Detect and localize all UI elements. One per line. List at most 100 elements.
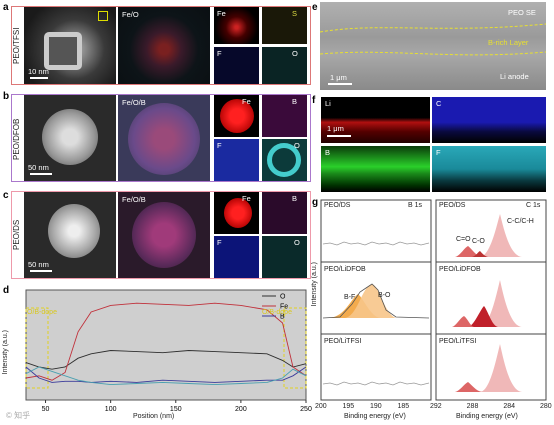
- map-label-b: Fe/O/B: [122, 98, 146, 107]
- label-c-o: C-O: [472, 238, 485, 245]
- x-tick-label: 288: [466, 403, 479, 410]
- annot-right: O/B-dope: [262, 309, 292, 316]
- g-row-label-dfob-right: PEO/LiDFOB: [439, 266, 481, 273]
- b1s-dfob-envelope: [322, 283, 430, 319]
- peak-co2-dfob: [452, 316, 474, 327]
- label-c-eq-o: C=O: [456, 236, 471, 243]
- row-frame-c: [11, 191, 311, 279]
- label-peo-se: PEO SE: [508, 8, 536, 17]
- map-el2-b: B: [262, 95, 307, 137]
- x-tick-label: 50: [42, 406, 50, 413]
- element-label: O: [294, 141, 300, 150]
- map-el4-a: O: [262, 47, 307, 84]
- element-label: F: [436, 148, 441, 157]
- particle-map: [128, 103, 200, 175]
- scalebar: [30, 77, 48, 79]
- series-line-unlabeled: [25, 366, 307, 386]
- map-li: Li 1 μm: [321, 97, 430, 143]
- map-f: F: [432, 146, 546, 192]
- map-c: C: [432, 97, 546, 143]
- annot-left: O/B-dope: [27, 309, 57, 316]
- particle-map: [267, 143, 301, 177]
- boundary-upper: [320, 23, 546, 33]
- peak-b-o: [345, 284, 396, 318]
- map-el2-c: B: [262, 192, 307, 234]
- legend-label: B: [280, 314, 285, 321]
- x-tick-label: 292: [430, 403, 442, 410]
- panel-letter-a: a: [3, 2, 9, 13]
- annot-box-right: [283, 307, 307, 389]
- layer-boundaries: [320, 23, 546, 85]
- peak-co-ds-a: [455, 246, 482, 257]
- d-xlabel: Position (nm): [133, 413, 175, 420]
- element-label: F: [217, 141, 222, 150]
- label-b-o: B-O: [378, 292, 391, 299]
- c1s-frame: [435, 199, 547, 401]
- map-el4-b: O: [262, 139, 307, 181]
- map-fe-o-b: Fe/O/B: [118, 95, 210, 181]
- g-row-label-dfob-left: PEO/LiDFOB: [324, 266, 366, 273]
- selection-box: [98, 11, 108, 21]
- particle-map: [132, 202, 196, 268]
- element-label: F: [217, 238, 222, 247]
- series-line-O: [25, 350, 307, 370]
- peak-ccch-dfob: [480, 280, 522, 327]
- scalebar-label: 50 nm: [28, 260, 49, 269]
- element-label: Fe: [242, 194, 251, 203]
- scalebar-label: 10 nm: [28, 67, 49, 76]
- peak-co-dfob: [468, 306, 498, 327]
- peak-ccch-ds: [480, 214, 522, 257]
- g-row-label-tfsi-right: PEO/LiTFSI: [439, 338, 477, 345]
- haadf-image-c: 50 nm: [24, 192, 116, 278]
- map-label-a: Fe/O: [122, 10, 139, 19]
- panel-letter-f: f: [312, 95, 316, 106]
- map-el4-c: O: [262, 236, 307, 278]
- scalebar: [30, 270, 52, 272]
- legend-label: Fe: [280, 304, 288, 311]
- legend-label: O: [280, 294, 286, 301]
- scalebar-label: 1 μm: [327, 124, 344, 133]
- x-tick-label: 195: [342, 403, 355, 410]
- g-row-label-ds-left: PEO/DS: [324, 202, 351, 209]
- row-frame-a: [11, 6, 311, 85]
- haadf-image-a: 10 nm: [24, 7, 116, 84]
- panel-letter-e: e: [312, 2, 318, 13]
- label-b-rich: B-rich Layer: [488, 38, 529, 47]
- element-label: B: [325, 148, 331, 157]
- g-row-label-tfsi-left: PEO/LiTFSI: [324, 338, 362, 345]
- tem-image-e: PEO SE B-rich Layer Li anode 1 μm: [320, 2, 546, 90]
- x-tick-label: 100: [105, 406, 117, 413]
- element-label: O: [292, 49, 298, 58]
- element-label: O: [294, 238, 300, 247]
- g-row-label-ds-right: PEO/DS: [439, 202, 466, 209]
- x-tick-label: 250: [300, 406, 312, 413]
- b1s-frame: [320, 199, 432, 401]
- g-title-b1s: B 1s: [408, 202, 423, 209]
- map-label-c: Fe/O/B: [122, 195, 146, 204]
- x-tick-label: 150: [170, 406, 182, 413]
- element-label: Fe: [217, 9, 226, 18]
- map-b: B: [321, 146, 430, 192]
- peak-co-ds-b: [472, 251, 488, 257]
- g-title-c1s: C 1s: [526, 202, 541, 209]
- peak-ccch-tfsi: [480, 344, 522, 392]
- map-el3-c: F: [214, 236, 259, 278]
- map-fe-o-c: Fe/O/B: [118, 192, 210, 278]
- label-li-anode: Li anode: [500, 72, 529, 81]
- element-label: F: [217, 49, 222, 58]
- particle-map: [220, 99, 254, 133]
- b1s-ds-trace: [322, 241, 430, 246]
- x-tick-label: 280: [540, 403, 552, 410]
- x-tick-label: 190: [370, 403, 382, 410]
- panel-letter-b: b: [3, 91, 10, 102]
- scalebar: [30, 173, 52, 175]
- particle-shape: [44, 32, 82, 70]
- peak-co-tfsi: [455, 382, 482, 392]
- x-tick-label: 200: [315, 403, 327, 410]
- scalebar-label: 50 nm: [28, 163, 49, 172]
- panel-letter-d: d: [3, 285, 10, 296]
- watermark: © 知乎: [6, 411, 31, 420]
- boundary-lower: [320, 51, 546, 56]
- panel-letter-g: g: [312, 197, 319, 208]
